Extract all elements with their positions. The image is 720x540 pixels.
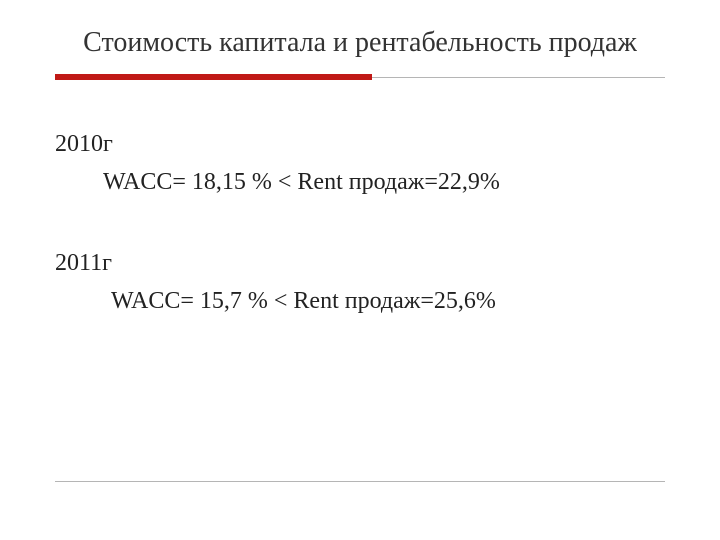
- year-2010-label: 2010г: [55, 128, 665, 160]
- formula-2011: WACC= 15,7 % < Rent продаж=25,6%: [55, 285, 665, 317]
- divider-accent-bar: [55, 74, 372, 80]
- slide-content: 2010г WACC= 18,15 % < Rent продаж=22,9% …: [55, 128, 665, 510]
- bottom-divider: [55, 481, 665, 482]
- title-divider: [55, 74, 665, 80]
- slide-title: Стоимость капитала и рентабельность прод…: [55, 25, 665, 60]
- slide: Стоимость капитала и рентабельность прод…: [0, 0, 720, 540]
- formula-2010: WACC= 18,15 % < Rent продаж=22,9%: [55, 166, 665, 198]
- year-2011-label: 2011г: [55, 247, 665, 279]
